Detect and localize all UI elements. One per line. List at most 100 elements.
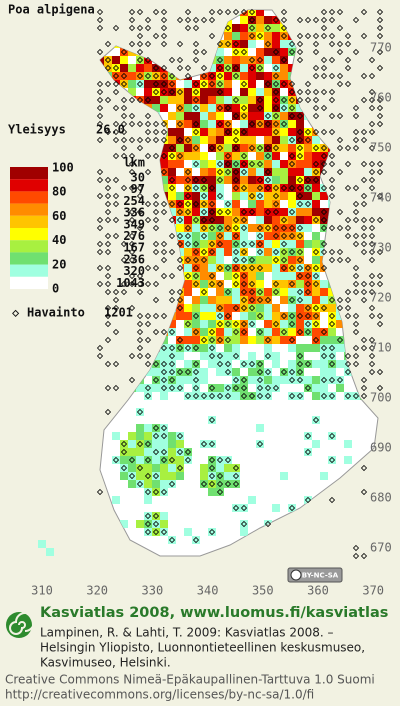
grid-cell — [224, 288, 232, 296]
grid-cell — [184, 104, 192, 112]
grid-cell — [256, 336, 264, 344]
observation-marker — [136, 280, 144, 288]
grid-cell — [264, 72, 272, 80]
grid-cell — [248, 120, 256, 128]
observation-marker — [280, 80, 288, 88]
observation-marker — [104, 384, 112, 392]
grid-cell — [216, 56, 224, 64]
observation-marker — [288, 160, 296, 168]
grid-cell — [208, 128, 216, 136]
legend-swatch — [10, 215, 48, 228]
grid-cell — [240, 392, 248, 400]
grid-cell — [336, 320, 344, 328]
observation-marker — [328, 88, 336, 96]
grid-cell — [272, 88, 280, 96]
observation-marker — [152, 360, 160, 368]
observation-count: 1201 — [104, 306, 133, 320]
observation-marker — [272, 192, 280, 200]
observation-marker — [320, 152, 328, 160]
observation-marker — [368, 312, 376, 320]
grid-cell — [168, 464, 176, 472]
grid-cell — [208, 80, 216, 88]
grid-cell — [280, 136, 288, 144]
observation-marker — [304, 448, 312, 456]
observation-marker — [208, 248, 216, 256]
observation-marker — [344, 56, 352, 64]
observation-marker — [224, 392, 232, 400]
grid-cell — [176, 304, 184, 312]
observation-marker — [96, 224, 104, 232]
northing-label: 740 — [370, 191, 392, 205]
observation-marker — [320, 352, 328, 360]
observation-marker — [240, 264, 248, 272]
grid-cell — [304, 376, 312, 384]
observation-marker — [184, 176, 192, 184]
observation-marker — [192, 240, 200, 248]
grid-cell — [160, 352, 168, 360]
observation-marker — [240, 8, 248, 16]
observation-marker — [264, 224, 272, 232]
grid-cell — [216, 168, 224, 176]
grid-cell — [192, 232, 200, 240]
grid-cell — [216, 104, 224, 112]
grid-cell — [176, 384, 184, 392]
observation-marker — [264, 176, 272, 184]
observation-marker — [200, 288, 208, 296]
grid-cell — [152, 368, 160, 376]
observation-marker — [328, 320, 336, 328]
observation-marker — [240, 320, 248, 328]
observation-marker — [192, 56, 200, 64]
grid-cell — [176, 232, 184, 240]
grid-cell — [296, 176, 304, 184]
observation-marker — [328, 8, 336, 16]
grid-cell — [192, 128, 200, 136]
observation-marker — [96, 112, 104, 120]
observation-marker — [264, 112, 272, 120]
grid-cell — [208, 216, 216, 224]
grid-cell — [184, 120, 192, 128]
legend-count: 236 — [123, 252, 145, 266]
grid-cell — [288, 88, 296, 96]
grid-cell — [200, 280, 208, 288]
grid-cell — [288, 224, 296, 232]
observation-marker — [232, 464, 240, 472]
observation-marker — [312, 72, 320, 80]
observation-marker — [320, 72, 328, 80]
observation-marker — [232, 136, 240, 144]
grid-cell — [256, 360, 264, 368]
grid-cell — [280, 312, 288, 320]
grid-cell — [192, 312, 200, 320]
grid-cell — [320, 264, 328, 272]
observation-marker — [248, 144, 256, 152]
grid-cell — [184, 312, 192, 320]
observation-marker — [176, 448, 184, 456]
observation-marker — [304, 312, 312, 320]
grid-cell — [208, 88, 216, 96]
observation-marker — [168, 72, 176, 80]
observation-marker — [224, 360, 232, 368]
observation-marker — [344, 232, 352, 240]
observation-marker — [328, 32, 336, 40]
observation-marker — [376, 64, 384, 72]
grid-cell — [168, 176, 176, 184]
grid-cell — [240, 16, 248, 24]
observation-marker — [312, 248, 320, 256]
observation-marker — [128, 40, 136, 48]
grid-cell — [152, 384, 160, 392]
grid-cell — [248, 280, 256, 288]
grid-cell — [288, 240, 296, 248]
grid-cell — [328, 328, 336, 336]
observation-marker — [240, 248, 248, 256]
observation-marker — [152, 80, 160, 88]
observation-marker — [328, 432, 336, 440]
grid-cell — [168, 168, 176, 176]
grid-cell — [240, 144, 248, 152]
grid-cell — [168, 344, 176, 352]
grid-cell — [248, 32, 256, 40]
observation-marker — [312, 16, 320, 24]
grid-cell — [128, 448, 136, 456]
observation-marker — [96, 120, 104, 128]
observation-marker — [128, 472, 136, 480]
observation-marker — [128, 184, 136, 192]
grid-cell — [216, 456, 224, 464]
